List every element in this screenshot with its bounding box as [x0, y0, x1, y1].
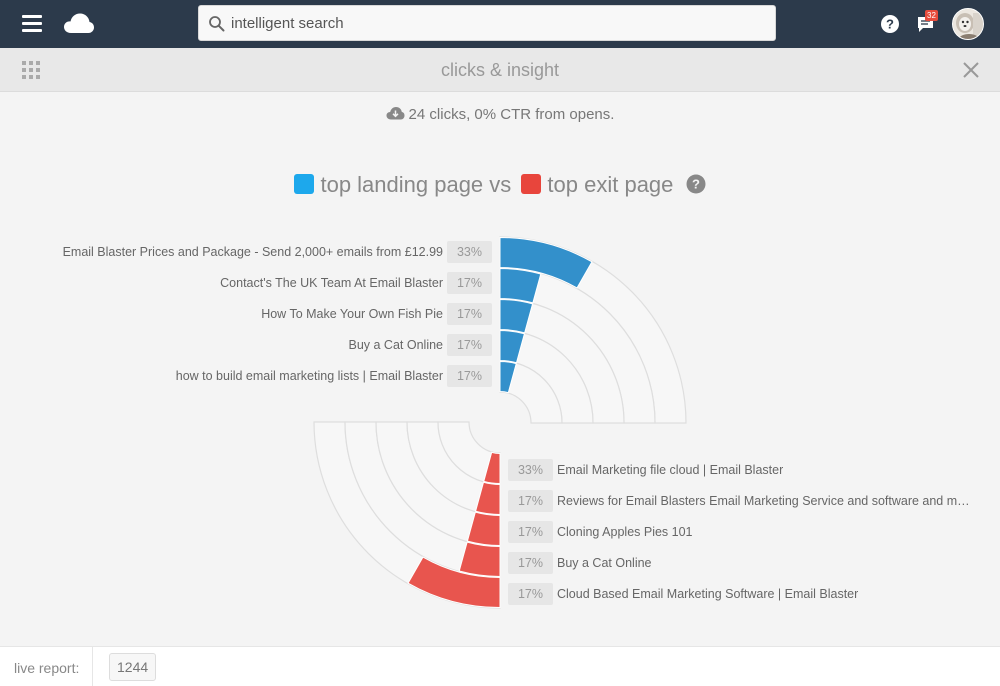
- landing-track-4: [499, 360, 563, 424]
- landing-page-label: how to build email marketing lists | Ema…: [175, 369, 443, 383]
- landing-legend-swatch: [294, 174, 315, 194]
- landing-page-label: Email Blaster Prices and Package - Send …: [62, 245, 443, 259]
- apps-grid-icon[interactable]: [22, 61, 40, 79]
- landing-bar-0[interactable]: [499, 236, 593, 289]
- landing-page-row[interactable]: Email Blaster Prices and Package - Send …: [63, 241, 492, 263]
- exit-page-percent: 33%: [508, 459, 553, 481]
- footer-divider: [92, 647, 93, 686]
- landing-bar-2[interactable]: [499, 298, 534, 334]
- exit-bar-0[interactable]: [407, 556, 501, 609]
- exit-track-0: [313, 421, 501, 609]
- live-report-label: live report:: [14, 660, 80, 676]
- landing-page-row[interactable]: How To Make Your Own Fish Pie 17%: [261, 303, 492, 325]
- landing-page-percent: 17%: [447, 303, 492, 325]
- svg-text:?: ?: [692, 177, 700, 192]
- exit-track-3: [406, 421, 501, 516]
- chart-legend: top landing page vs top exit page ?: [0, 172, 1000, 198]
- cloud-download-icon: [386, 107, 405, 120]
- live-report-value[interactable]: 1244: [109, 653, 157, 681]
- search-bar: [198, 5, 776, 41]
- landing-page-row[interactable]: Contact's The UK Team At Email Blaster 17…: [220, 272, 492, 294]
- landing-track-2: [499, 298, 625, 424]
- landing-page-percent: 17%: [447, 365, 492, 387]
- cloud-logo-icon[interactable]: [63, 11, 95, 35]
- exit-page-row[interactable]: 17% Cloud Based Email Marketing Software …: [508, 583, 858, 605]
- exit-bar-3[interactable]: [474, 481, 501, 516]
- landing-page-percent: 17%: [447, 272, 492, 294]
- search-input[interactable]: [231, 6, 761, 40]
- svg-text:?: ?: [886, 17, 894, 32]
- menu-icon[interactable]: [22, 15, 42, 33]
- landing-bar-3[interactable]: [499, 329, 526, 364]
- landing-track-1: [499, 267, 656, 424]
- exit-page-row[interactable]: 17% Buy a Cat Online: [508, 552, 652, 574]
- exit-bar-1[interactable]: [458, 541, 501, 578]
- exit-page-label: Email Marketing file cloud | Email Blast…: [557, 463, 784, 477]
- search-icon: [209, 16, 225, 32]
- landing-page-label: Contact's The UK Team At Email Blaster: [220, 276, 443, 290]
- landing-page-row[interactable]: Buy a Cat Online 17%: [348, 334, 492, 356]
- exit-page-label: Cloud Based Email Marketing Software | E…: [557, 587, 859, 601]
- exit-page-label: Buy a Cat Online: [557, 556, 652, 570]
- help-icon[interactable]: ?: [880, 14, 900, 34]
- landing-page-label: How To Make Your Own Fish Pie: [261, 307, 443, 321]
- exit-page-percent: 17%: [508, 490, 553, 512]
- landing-bar-1[interactable]: [499, 267, 542, 304]
- exit-page-label: Cloning Apples Pies 101: [557, 525, 693, 539]
- exit-track-1: [344, 421, 501, 578]
- summary-text: 24 clicks, 0% CTR from opens.: [408, 106, 615, 123]
- exit-bar-2[interactable]: [466, 511, 501, 547]
- message-count-badge: 32: [925, 10, 938, 21]
- exit-page-percent: 17%: [508, 583, 553, 605]
- landing-page-row[interactable]: how to build email marketing lists | Ema…: [176, 365, 492, 387]
- top-bar: ? 32: [0, 0, 1000, 48]
- landing-page-label: Buy a Cat Online: [348, 338, 444, 352]
- exit-page-percent: 17%: [508, 521, 553, 543]
- help-circle-icon[interactable]: ?: [686, 174, 706, 194]
- exit-page-label: Reviews for Email Blasters Email Marketi…: [557, 494, 975, 508]
- exit-legend-swatch: [521, 174, 542, 194]
- sub-header: clicks & insight: [0, 48, 1000, 92]
- exit-page-row[interactable]: 17% Cloning Apples Pies 101: [508, 521, 693, 543]
- exit-legend-label: top exit page: [547, 172, 674, 197]
- exit-track-2: [375, 421, 501, 547]
- exit-page-percent: 17%: [508, 552, 553, 574]
- close-icon[interactable]: [962, 61, 980, 79]
- exit-bar-4[interactable]: [483, 451, 501, 485]
- landing-legend-label: top landing page vs: [320, 172, 512, 197]
- exit-page-row[interactable]: 33% Email Marketing file cloud | Email Bl…: [508, 459, 783, 481]
- avatar-dog-image: [953, 9, 983, 39]
- exit-page-row[interactable]: 17% Reviews for Email Blasters Email Mark…: [508, 490, 975, 512]
- footer: live report: 1244: [0, 646, 1000, 686]
- landing-page-percent: 17%: [447, 334, 492, 356]
- landing-track-0: [499, 236, 687, 424]
- landing-bar-4[interactable]: [499, 360, 517, 394]
- exit-track-4: [437, 421, 501, 485]
- clicks-summary: 24 clicks, 0% CTR from opens.: [0, 106, 1000, 123]
- avatar[interactable]: [952, 8, 984, 40]
- page-title: clicks & insight: [440, 60, 560, 80]
- landing-track-3: [499, 329, 594, 424]
- landing-page-percent: 33%: [447, 241, 492, 263]
